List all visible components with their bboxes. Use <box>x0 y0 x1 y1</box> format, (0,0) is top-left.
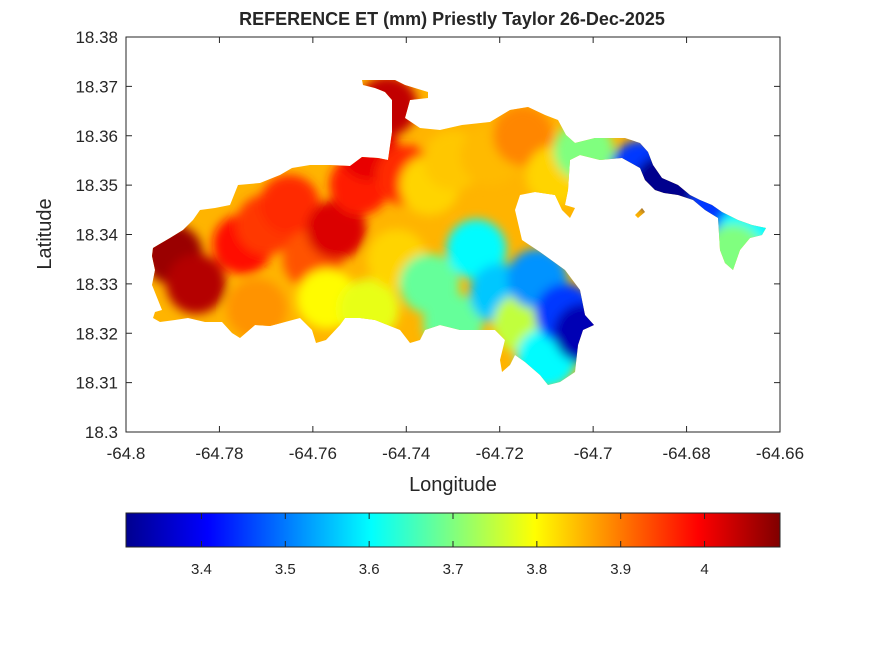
chart-title: REFERENCE ET (mm) Priestly Taylor 26-Dec… <box>239 9 665 29</box>
et-hotspot <box>493 105 554 166</box>
x-tick-label: -64.66 <box>756 444 804 463</box>
y-tick-label: 18.37 <box>75 77 118 96</box>
et-hotspot <box>553 120 614 181</box>
y-tick-label: 18.32 <box>75 324 118 343</box>
colorbar-tick-label: 3.4 <box>191 561 212 578</box>
x-tick-label: -64.7 <box>574 444 613 463</box>
et-hotspot <box>357 80 418 137</box>
x-tick-label: -64.8 <box>107 444 146 463</box>
et-surface <box>152 80 766 385</box>
colorbar-tick-label: 4 <box>700 561 708 578</box>
x-tick-label: -64.76 <box>289 444 337 463</box>
et-hotspot <box>703 224 764 285</box>
et-hotspot <box>446 219 507 280</box>
et-hotspot <box>553 303 614 364</box>
y-tick-label: 18.38 <box>75 28 118 47</box>
x-axis: -64.8 -64.78 -64.76 -64.74 -64.72 -64.7 -64.68… <box>107 37 804 463</box>
y-tick-label: 18.35 <box>75 176 118 195</box>
x-axis-label: Longitude <box>409 474 497 496</box>
et-hotspot <box>166 253 227 314</box>
y-axis: 18.3 18.31 18.32 18.33 18.34 18.35 18.36 18.37 1… <box>75 28 780 442</box>
et-hotspot <box>306 199 367 260</box>
y-tick-label: 18.33 <box>75 275 118 294</box>
et-hotspot <box>633 155 694 216</box>
x-tick-label: -64.72 <box>476 444 524 463</box>
colorbar-tick-label: 3.6 <box>359 561 380 578</box>
colorbar-tick-label: 3.9 <box>610 561 631 578</box>
y-tick-label: 18.34 <box>75 226 118 245</box>
et-hotspot <box>226 278 287 339</box>
x-tick-label: -64.74 <box>382 444 430 463</box>
hotspot-layer <box>152 80 766 385</box>
y-tick-label: 18.3 <box>85 423 118 442</box>
et-hotspot <box>259 174 320 235</box>
y-tick-label: 18.31 <box>75 374 118 393</box>
colorbar-tick-label: 3.5 <box>275 561 296 578</box>
y-tick-label: 18.36 <box>75 127 118 146</box>
colorbar-tick-label: 3.7 <box>443 561 464 578</box>
colorbar-ticks: 3.4 3.5 3.6 3.7 3.8 3.9 4 <box>191 513 709 578</box>
y-axis-label: Latitude <box>34 198 56 269</box>
x-tick-label: -64.78 <box>195 444 243 463</box>
x-tick-label: -64.68 <box>662 444 710 463</box>
colorbar-tick-label: 3.8 <box>526 561 547 578</box>
